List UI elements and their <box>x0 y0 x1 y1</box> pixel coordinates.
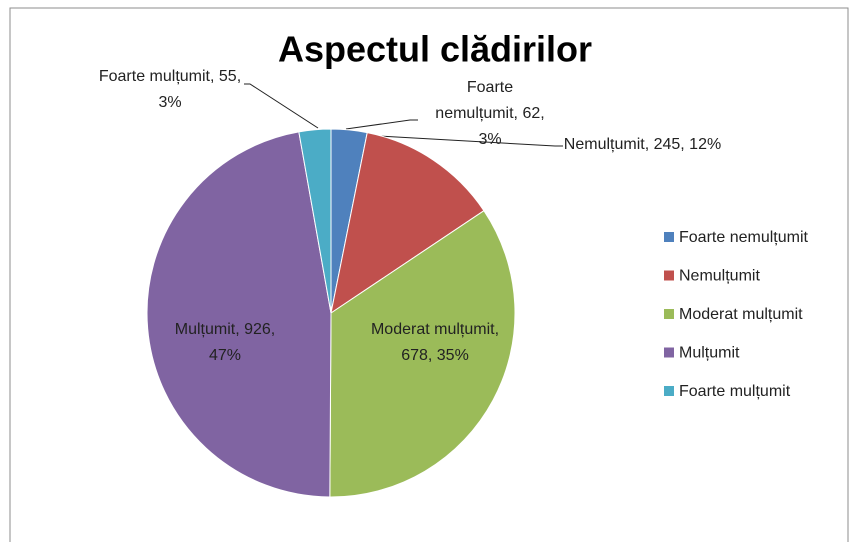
pie-slice <box>329 209 516 498</box>
data-label: Nemulțumit, 245, 12% <box>563 136 722 153</box>
legend-label: Moderat mulțumit <box>679 306 803 323</box>
leader-line <box>244 83 319 129</box>
legend-swatch <box>664 347 674 358</box>
legend-swatch <box>664 232 674 242</box>
pie-slice <box>298 128 332 314</box>
chart-border <box>9 7 849 542</box>
data-label: Moderat mulțumit, 678, 35% <box>370 321 500 364</box>
legend-swatch <box>664 309 674 319</box>
leader-line <box>361 134 563 147</box>
pie-slice <box>330 132 485 315</box>
data-label: Foarte nemulțumit, 62, 3% <box>435 79 545 148</box>
legend-label: Foarte mulțumit <box>679 383 791 400</box>
chart-title: Aspectul clădirilor <box>278 29 592 70</box>
data-label: Mulțumit, 926, 47% <box>174 321 276 364</box>
leader-line <box>345 119 418 130</box>
legend-label: Nemulțumit <box>679 268 760 285</box>
legend-label: Foarte nemulțumit <box>679 229 808 246</box>
leader-lines <box>244 83 563 147</box>
data-label: Foarte mulțumit, 55, 3% <box>98 68 242 111</box>
legend-label: Mulțumit <box>679 345 740 362</box>
pie-slice <box>146 131 332 498</box>
legend-swatch <box>664 270 674 281</box>
legend-swatch <box>664 386 674 396</box>
